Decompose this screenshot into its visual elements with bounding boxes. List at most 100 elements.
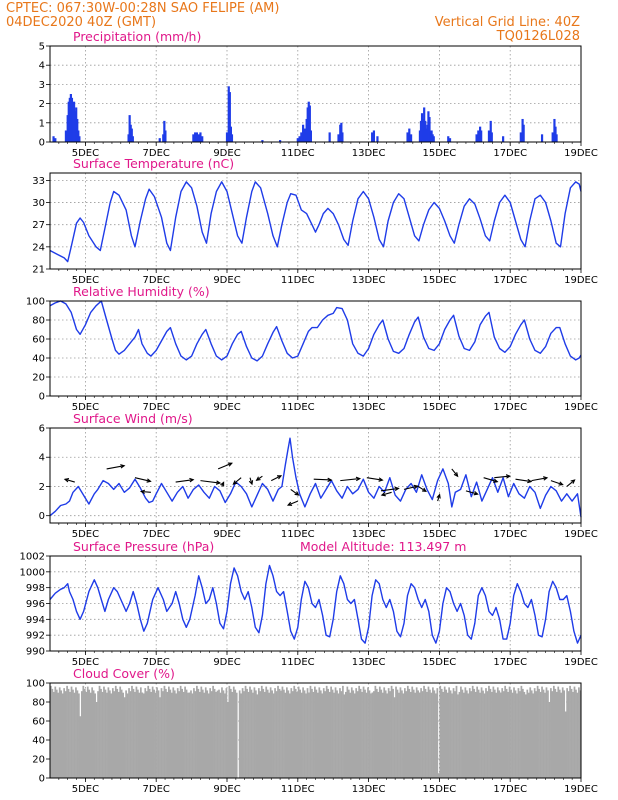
- wind-panel: 5DEC 7DEC 9DEC 11DEC 13DEC 15DEC 17DEC 19DEC 0 2 4…: [39, 424, 598, 541]
- wind-arrow: [366, 477, 384, 482]
- x-tick-label: 19DEC: [564, 784, 598, 795]
- cloud-cover-bar: [560, 692, 563, 778]
- cloud-cover-bar: [305, 693, 307, 778]
- cloud-cover-bar: [511, 692, 514, 778]
- cloud-cover-bar: [346, 686, 349, 778]
- x-tick-label: 13DEC: [352, 784, 386, 795]
- wind-arrow: [313, 477, 333, 483]
- wind-arrow: [566, 479, 576, 487]
- cloud-cover-bar: [424, 688, 427, 778]
- cloud-cover-bar: [297, 686, 300, 778]
- cloud-cover-bar: [570, 688, 573, 778]
- cloud-cover-bar: [448, 687, 450, 778]
- cloud-cover-bar: [405, 691, 408, 778]
- cloud-cover-bar: [477, 689, 480, 778]
- plot-frame: [49, 682, 582, 779]
- cloud-cover-bar: [362, 686, 365, 778]
- cloud-cover-bar: [423, 685, 425, 778]
- plot-frame: [49, 300, 582, 397]
- x-tick-label: 5DEC: [72, 275, 99, 286]
- cloud-cover-bar: [213, 688, 216, 778]
- cloud-cover-bar: [184, 686, 186, 778]
- cloud-cover-bar: [463, 692, 465, 778]
- cloud-cover-bar: [132, 688, 135, 778]
- y-tick-label: 3: [39, 80, 45, 91]
- y-tick-label: 24: [32, 242, 45, 253]
- temperature-panel: 5DEC 7DEC 9DEC 11DEC 13DEC 15DEC 17DEC 19DEC 21 2…: [32, 172, 598, 286]
- x-tick-label: 19DEC: [564, 657, 598, 668]
- y-tick-label: 990: [26, 647, 45, 658]
- cloud-cover-bar: [185, 689, 188, 778]
- cloud-cover-bar: [451, 693, 453, 778]
- cloud-cover-bar: [281, 686, 284, 778]
- cloud-cover-bar: [218, 689, 220, 778]
- cloud-cover-bar: [302, 687, 304, 778]
- wind-arrow: [465, 490, 479, 496]
- cloud-cover-bar: [119, 686, 122, 778]
- cloud-cover-bar: [201, 689, 204, 778]
- precip-bar: [406, 132, 409, 142]
- cloud-cover-bar: [243, 691, 245, 778]
- cloud-cover-bar: [200, 686, 203, 778]
- cloud-cover-bar: [573, 686, 576, 778]
- x-tick-label: 15DEC: [423, 657, 457, 668]
- precip-bar: [519, 132, 522, 142]
- x-tick-label: 11DEC: [281, 657, 315, 668]
- cloud-cover-bar: [63, 688, 65, 778]
- cloud-cover-bar: [52, 691, 55, 778]
- y-tick-label: 100: [26, 297, 45, 308]
- cloud-cover-bar: [172, 687, 175, 778]
- precip-bar: [409, 134, 413, 142]
- cloud-cover-bar: [318, 687, 321, 778]
- cloud-cover-bar: [432, 687, 434, 778]
- cloud-cover-bar: [552, 685, 555, 778]
- cloud-cover-bar: [370, 693, 372, 778]
- cloud-cover-bar: [66, 685, 68, 778]
- station-header: CPTEC: 067:30W-00:28N SAO FELIPE (AM): [6, 1, 279, 16]
- cloud-cover-bar: [550, 688, 552, 778]
- cloud-cover-bar: [322, 688, 325, 778]
- cloud-cover-bar: [495, 692, 498, 778]
- cloud-cover-bar: [197, 688, 200, 778]
- cloud-cover-bar: [401, 690, 403, 778]
- precip-bar: [225, 132, 229, 142]
- cloud-cover-bar: [244, 685, 247, 778]
- cloud-cover-bar: [135, 686, 138, 778]
- cloud-cover-bar: [109, 690, 111, 778]
- wind-arrow: [340, 476, 362, 482]
- wind-arrow: [248, 477, 254, 486]
- cloud-cover-bar: [293, 685, 296, 778]
- precip-bar: [261, 140, 264, 142]
- wind-arrow: [380, 491, 392, 497]
- cloud-cover-bar: [75, 687, 77, 778]
- cloud-cover-bar: [106, 692, 108, 778]
- precip-bar: [158, 138, 161, 142]
- cloud-cover-bar: [58, 687, 61, 778]
- precip-bar: [475, 134, 478, 142]
- x-tick-label: 9DEC: [213, 275, 240, 286]
- cloud-cover-bar: [110, 693, 113, 778]
- x-tick-label: 9DEC: [213, 529, 240, 540]
- run-date-header: 04DEC2020 40Z (GMT): [6, 15, 156, 30]
- cloud-cover-bar: [398, 692, 400, 778]
- cloud-cover-bar: [399, 687, 402, 778]
- cloud-cover-bar: [91, 687, 94, 778]
- x-tick-label: 7DEC: [143, 784, 170, 795]
- cloud-cover-bar: [57, 692, 60, 778]
- cloud-cover-bar: [303, 690, 306, 778]
- cloud-cover-bar: [479, 692, 481, 778]
- cloud-cover-bar: [138, 692, 141, 778]
- cloud-cover-bar: [563, 690, 566, 778]
- wind-arrow: [436, 493, 441, 502]
- precip-bar: [448, 138, 452, 142]
- cloud-cover-bar: [527, 692, 530, 778]
- wind-arrow: [417, 485, 427, 492]
- cloud-cover-bar: [358, 685, 360, 778]
- x-tick-label: 15DEC: [423, 148, 457, 159]
- cloud-cover-bar: [126, 693, 129, 778]
- cloud-cover-bar: [100, 688, 102, 778]
- cloud-cover-bar: [387, 688, 390, 778]
- precip-bar: [309, 130, 312, 142]
- cloud-cover-bar: [116, 688, 119, 778]
- cloud-cover-bar: [445, 689, 448, 778]
